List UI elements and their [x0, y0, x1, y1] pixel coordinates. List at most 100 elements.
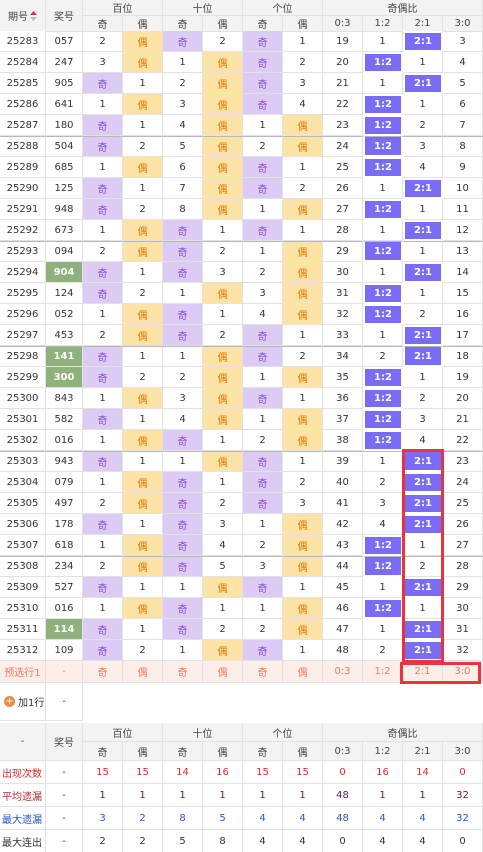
- miss-cell: 1: [243, 598, 283, 619]
- miss-cell: 16: [443, 304, 483, 325]
- hit-cell: 偶: [123, 472, 163, 493]
- hit-cell: 偶: [203, 52, 243, 73]
- group-header: 十位: [163, 723, 243, 742]
- stat-value: 48: [323, 807, 363, 830]
- hit-cell: 2:1: [403, 325, 443, 346]
- miss-cell: 1: [123, 451, 163, 472]
- hit-cell: 奇: [83, 619, 123, 640]
- hit-cell: 奇: [243, 94, 283, 115]
- issue: 25302: [0, 430, 46, 451]
- issue: 25298: [0, 346, 46, 367]
- issue: 25309: [0, 577, 46, 598]
- miss-cell: 1: [283, 388, 323, 409]
- miss-cell: 4: [243, 304, 283, 325]
- miss-cell: 2: [243, 430, 283, 451]
- miss-cell: 2: [403, 388, 443, 409]
- issue: 25287: [0, 115, 46, 136]
- miss-cell: 1: [403, 283, 443, 304]
- miss-cell: 21: [323, 73, 363, 94]
- hit-cell: 偶: [203, 409, 243, 430]
- sub-header: 2:1: [403, 742, 443, 761]
- issue: 25307: [0, 535, 46, 556]
- miss-cell: 36: [323, 388, 363, 409]
- hit-cell: 奇: [83, 199, 123, 220]
- miss-cell: 3: [163, 388, 203, 409]
- miss-cell: 3: [363, 493, 403, 514]
- highlight-box: [400, 662, 481, 684]
- number-header: 奖号: [46, 0, 83, 32]
- miss-cell: 1: [163, 283, 203, 304]
- miss-cell: 15: [443, 283, 483, 304]
- sub-header: 偶: [283, 16, 323, 32]
- stat-number: -: [46, 830, 83, 852]
- hit-cell: 奇: [163, 535, 203, 556]
- issue-header: 期号: [0, 0, 46, 32]
- miss-cell: 1: [83, 220, 123, 241]
- hit-cell: 偶: [203, 178, 243, 199]
- hit-cell: 偶: [203, 283, 243, 304]
- issue: 25296: [0, 304, 46, 325]
- miss-cell: 2: [203, 31, 243, 52]
- miss-cell: 9: [443, 157, 483, 178]
- miss-cell: 1: [363, 325, 403, 346]
- stat-value: 16: [363, 761, 403, 784]
- miss-cell: 1: [243, 199, 283, 220]
- hit-cell: 奇: [243, 157, 283, 178]
- stat-value: 0: [443, 830, 483, 852]
- number: 685: [46, 157, 83, 178]
- hit-cell: 偶: [123, 220, 163, 241]
- miss-cell: 20: [443, 388, 483, 409]
- stat-label: 出现次数: [0, 761, 46, 784]
- miss-cell: 1: [83, 598, 123, 619]
- hit-cell: 奇: [83, 640, 123, 661]
- number: 904: [46, 262, 83, 283]
- hit-cell: 奇: [163, 430, 203, 451]
- miss-cell: 38: [323, 430, 363, 451]
- miss-cell: 1: [403, 52, 443, 73]
- miss-cell: 31: [443, 619, 483, 640]
- miss-cell: 2: [83, 556, 123, 577]
- sub-header: 偶: [203, 742, 243, 761]
- miss-cell: 1: [83, 430, 123, 451]
- issue: 25308: [0, 556, 46, 577]
- issue: 25290: [0, 178, 46, 199]
- hit-cell: 偶: [283, 535, 323, 556]
- hit-cell: 偶: [123, 493, 163, 514]
- miss-cell: 8: [163, 199, 203, 220]
- hit-cell: 偶: [123, 241, 163, 262]
- miss-cell: 4: [443, 52, 483, 73]
- miss-cell: 1: [123, 577, 163, 598]
- sort-icon[interactable]: [30, 10, 37, 21]
- hit-cell: 1:2: [363, 367, 403, 388]
- add-row[interactable]: + 加1行: [0, 683, 46, 721]
- miss-cell: 2: [403, 115, 443, 136]
- miss-cell: 41: [323, 493, 363, 514]
- hit-cell: 2:1: [403, 73, 443, 94]
- miss-cell: 2: [283, 178, 323, 199]
- hit-cell: 奇: [163, 598, 203, 619]
- number: 079: [46, 472, 83, 493]
- hit-cell: 1:2: [363, 598, 403, 619]
- hit-cell: 奇: [83, 451, 123, 472]
- miss-cell: 1: [403, 94, 443, 115]
- hit-cell: 奇: [243, 325, 283, 346]
- hit-cell: 奇: [83, 262, 123, 283]
- hit-cell: 奇: [83, 283, 123, 304]
- hit-cell: 奇: [243, 31, 283, 52]
- hit-cell: 奇: [163, 241, 203, 262]
- miss-cell: 1: [83, 304, 123, 325]
- miss-cell: 1: [123, 346, 163, 367]
- miss-cell: 2: [123, 136, 163, 157]
- stat-number: -: [46, 807, 83, 830]
- miss-cell: 40: [323, 472, 363, 493]
- miss-cell: 1: [203, 304, 243, 325]
- number: 124: [46, 283, 83, 304]
- stat-value: 8: [163, 807, 203, 830]
- stat-value: 8: [203, 830, 243, 852]
- miss-cell: 1: [163, 451, 203, 472]
- hit-cell: 偶: [283, 115, 323, 136]
- hit-cell: 奇: [163, 262, 203, 283]
- hit-cell: 偶: [203, 451, 243, 472]
- miss-cell: 1: [403, 367, 443, 388]
